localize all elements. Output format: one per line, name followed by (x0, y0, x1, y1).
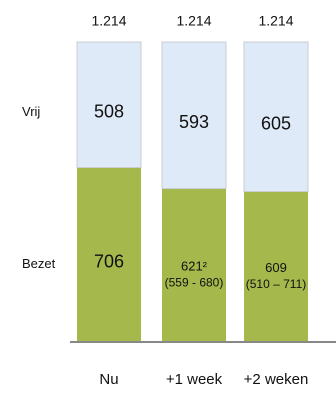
total-label: 1.214 (91, 13, 126, 29)
value-label: 621² (181, 259, 208, 274)
series-label: Bezet (22, 256, 56, 271)
value-range: (559 - 680) (165, 275, 224, 289)
bar-segment (161, 41, 227, 190)
value-label: 593 (179, 112, 209, 132)
x-tick-label: Nu (99, 371, 118, 388)
value-range: (510 – 711) (246, 277, 307, 291)
bar-segment (77, 167, 141, 342)
x-tick-label: +1 week (166, 371, 223, 388)
bar-segment (244, 191, 308, 342)
value-label: 508 (94, 102, 124, 122)
value-label: 609 (265, 260, 287, 275)
bar-segment (162, 188, 226, 342)
value-label: 605 (261, 114, 291, 134)
total-label: 1.214 (176, 13, 211, 29)
total-label: 1.214 (258, 13, 293, 29)
bar-segment (243, 41, 309, 193)
value-label: 706 (94, 252, 124, 272)
x-tick-label: +2 weken (244, 371, 309, 388)
series-label: Vrij (22, 104, 40, 119)
bar-segment (76, 41, 142, 169)
